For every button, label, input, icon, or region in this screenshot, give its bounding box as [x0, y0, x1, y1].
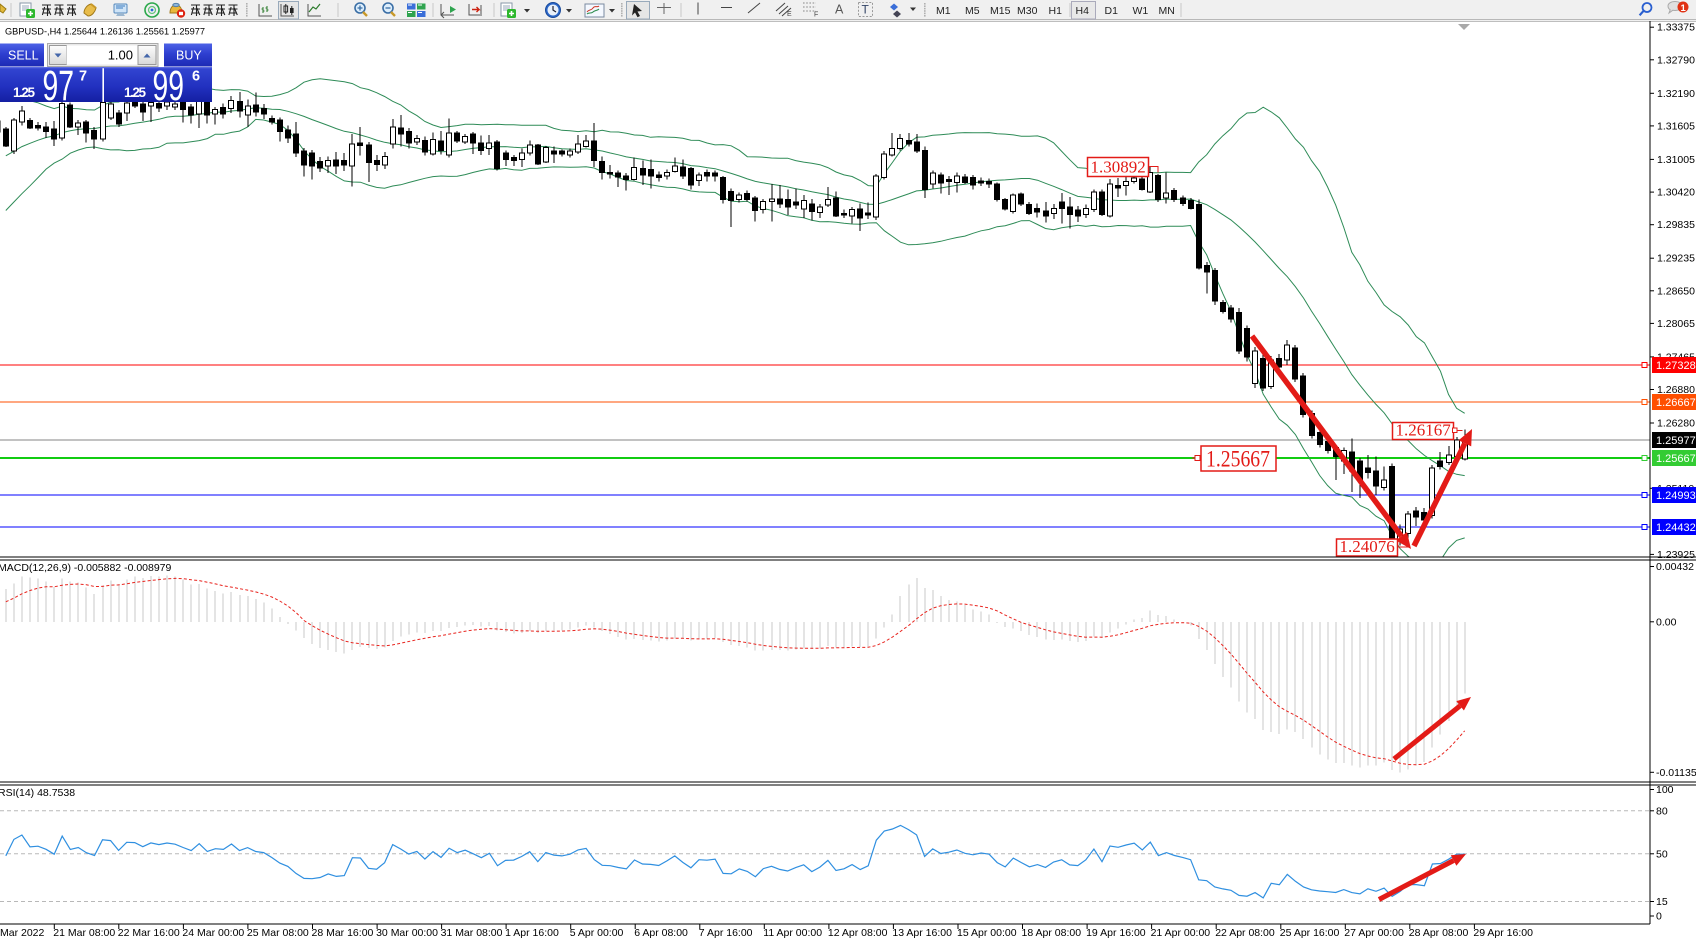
- svg-text:0: 0: [1656, 911, 1662, 923]
- svg-text:99: 99: [153, 62, 185, 110]
- svg-text:6 Apr 08:00: 6 Apr 08:00: [634, 927, 688, 939]
- svg-text:GBPUSD-,H4 1.25644 1.26136 1.: GBPUSD-,H4 1.25644 1.26136 1.25561 1.259…: [5, 27, 205, 38]
- svg-text:80: 80: [1656, 805, 1668, 817]
- svg-text:1.25667: 1.25667: [1656, 453, 1696, 465]
- svg-text:1.31005: 1.31005: [1657, 154, 1695, 166]
- svg-text:97: 97: [43, 62, 75, 110]
- svg-text:1.30892: 1.30892: [1091, 158, 1146, 177]
- svg-text:1.25: 1.25: [124, 85, 146, 100]
- svg-text:M30: M30: [1017, 5, 1038, 17]
- svg-text:1.31605: 1.31605: [1657, 120, 1695, 132]
- svg-text:1: 1: [1681, 3, 1687, 14]
- svg-text:22 Mar 16:00: 22 Mar 16:00: [118, 927, 180, 939]
- svg-text:1.23925: 1.23925: [1657, 549, 1695, 561]
- svg-text:A: A: [835, 3, 844, 17]
- svg-text:100: 100: [1656, 784, 1674, 796]
- svg-text:1.28065: 1.28065: [1657, 318, 1695, 330]
- svg-text:0.00: 0.00: [1656, 616, 1677, 628]
- svg-text:11 Apr 00:00: 11 Apr 00:00: [763, 927, 822, 939]
- svg-text:6: 6: [192, 69, 200, 85]
- svg-text:1.26667: 1.26667: [1656, 397, 1696, 409]
- svg-text:24 Mar 00:00: 24 Mar 00:00: [182, 927, 244, 939]
- svg-text:7: 7: [79, 69, 87, 85]
- svg-text:M1: M1: [936, 5, 951, 17]
- svg-text:M15: M15: [990, 5, 1011, 17]
- svg-text:1.25977: 1.25977: [1656, 435, 1696, 447]
- svg-text:H4: H4: [1076, 5, 1090, 17]
- svg-text:21 Apr 00:00: 21 Apr 00:00: [1151, 927, 1211, 939]
- svg-text:Mar 2022: Mar 2022: [0, 927, 45, 939]
- svg-text:1.26280: 1.26280: [1657, 418, 1695, 430]
- svg-text:1.24432: 1.24432: [1656, 522, 1696, 534]
- svg-text:1.25: 1.25: [13, 85, 35, 100]
- svg-text:28 Mar 16:00: 28 Mar 16:00: [312, 927, 374, 939]
- svg-text:13 Apr 16:00: 13 Apr 16:00: [892, 927, 952, 939]
- svg-text:30 Mar 00:00: 30 Mar 00:00: [376, 927, 438, 939]
- svg-text:1.27328: 1.27328: [1656, 360, 1696, 372]
- svg-text:1.00: 1.00: [108, 48, 133, 63]
- svg-text:H1: H1: [1049, 5, 1063, 17]
- svg-text:D1: D1: [1105, 5, 1119, 17]
- svg-text:12 Apr 08:00: 12 Apr 08:00: [828, 927, 888, 939]
- svg-text:MACD(12,26,9) -0.005882 -0.008: MACD(12,26,9) -0.005882 -0.008979: [0, 562, 172, 574]
- svg-text:1.24993: 1.24993: [1656, 490, 1696, 502]
- svg-text:-0.01135: -0.01135: [1656, 767, 1696, 779]
- svg-text:1.28650: 1.28650: [1657, 285, 1695, 297]
- svg-text:5 Apr 00:00: 5 Apr 00:00: [570, 927, 624, 939]
- svg-text:1.24076: 1.24076: [1340, 537, 1395, 556]
- svg-text:1.32790: 1.32790: [1657, 54, 1695, 66]
- svg-text:1.32190: 1.32190: [1657, 88, 1695, 100]
- svg-text:28 Apr 08:00: 28 Apr 08:00: [1409, 927, 1469, 939]
- svg-text:19 Apr 16:00: 19 Apr 16:00: [1086, 927, 1146, 939]
- svg-text:1.25667: 1.25667: [1206, 447, 1270, 472]
- svg-text:1.29835: 1.29835: [1657, 219, 1695, 231]
- svg-text:1.26880: 1.26880: [1657, 384, 1695, 396]
- svg-text:50: 50: [1656, 848, 1668, 860]
- svg-text:0.00432: 0.00432: [1656, 561, 1694, 573]
- svg-text:15 Apr 00:00: 15 Apr 00:00: [957, 927, 1017, 939]
- svg-text:T: T: [862, 3, 870, 17]
- svg-text:22 Apr 08:00: 22 Apr 08:00: [1215, 927, 1275, 939]
- svg-text:1.29235: 1.29235: [1657, 253, 1695, 265]
- svg-text:27 Apr 00:00: 27 Apr 00:00: [1344, 927, 1404, 939]
- svg-text:25 Apr 16:00: 25 Apr 16:00: [1280, 927, 1340, 939]
- svg-text:25 Mar 08:00: 25 Mar 08:00: [247, 927, 309, 939]
- svg-text:W1: W1: [1133, 5, 1149, 17]
- svg-text:BUY: BUY: [176, 49, 202, 63]
- svg-text:21 Mar 08:00: 21 Mar 08:00: [53, 927, 115, 939]
- svg-text:F: F: [814, 12, 818, 19]
- svg-text:M5: M5: [965, 5, 980, 17]
- svg-text:E: E: [787, 11, 792, 18]
- svg-text:1.30420: 1.30420: [1657, 187, 1695, 199]
- svg-text:1.26167: 1.26167: [1396, 421, 1452, 440]
- svg-text:SELL: SELL: [8, 49, 39, 63]
- svg-text:RSI(14) 48.7538: RSI(14) 48.7538: [0, 787, 75, 799]
- svg-text:7 Apr 16:00: 7 Apr 16:00: [699, 927, 753, 939]
- svg-text:18 Apr 08:00: 18 Apr 08:00: [1022, 927, 1082, 939]
- svg-text:1.33375: 1.33375: [1657, 22, 1695, 34]
- svg-text:31 Mar 08:00: 31 Mar 08:00: [441, 927, 503, 939]
- svg-text:29 Apr 16:00: 29 Apr 16:00: [1473, 927, 1533, 939]
- svg-text:MN: MN: [1159, 5, 1175, 17]
- svg-text:15: 15: [1656, 896, 1668, 908]
- svg-text:1 Apr 16:00: 1 Apr 16:00: [505, 927, 559, 939]
